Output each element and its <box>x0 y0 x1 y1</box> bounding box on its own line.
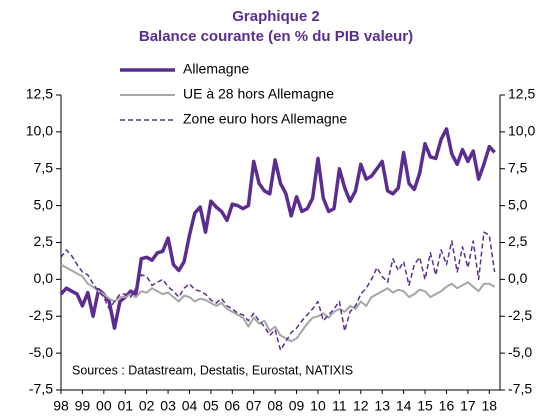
legend-label: Zone euro hors Allemagne <box>183 111 347 127</box>
legend-label: UE à 28 hors Allemagne <box>183 86 334 102</box>
x-tick-label: 10 <box>310 398 326 414</box>
x-tick-label: 13 <box>374 398 390 414</box>
x-tick-label: 15 <box>417 398 433 414</box>
x-tick-label: 11 <box>332 398 347 414</box>
y2-tick-label: 0,0 <box>508 270 528 286</box>
y2-tick-label: 10,0 <box>508 123 535 139</box>
y-tick-label: -2,5 <box>29 307 53 323</box>
y2-tick-label: 7,5 <box>508 159 528 175</box>
y-tick-label: 0,0 <box>34 270 54 286</box>
source-note: Sources : Datastream, Destatis, Eurostat… <box>72 363 353 377</box>
series-line <box>59 127 496 330</box>
y-tick-label: 7,5 <box>34 159 54 175</box>
y-tick-label: -7,5 <box>29 381 53 397</box>
y2-tick-label: 12,5 <box>508 86 535 102</box>
x-tick-label: 08 <box>267 398 283 414</box>
y-tick-label: 10,0 <box>26 123 53 139</box>
chart-title: Graphique 2 <box>232 8 320 25</box>
y-tick-label: 12,5 <box>26 86 53 102</box>
series-line <box>60 263 496 343</box>
x-tick-label: 18 <box>482 398 498 414</box>
y-tick-label: 5,0 <box>34 196 54 212</box>
y2-tick-label: -5,0 <box>508 344 532 360</box>
x-tick-label: 02 <box>139 398 155 414</box>
x-tick-label: 05 <box>203 398 219 414</box>
x-tick-label: 14 <box>396 398 412 414</box>
y-tick-label: -5,0 <box>29 344 53 360</box>
x-tick-label: 07 <box>246 398 262 414</box>
x-tick-label: 99 <box>75 398 91 414</box>
chart-subtitle: Balance courante (en % du PIB valeur) <box>139 28 413 45</box>
y-tick-label: 2,5 <box>34 233 54 249</box>
x-tick-label: 12 <box>353 398 369 414</box>
y2-tick-label: -7,5 <box>508 381 532 397</box>
x-tick-label: 00 <box>96 398 112 414</box>
series-line <box>60 231 496 351</box>
x-tick-label: 17 <box>460 398 476 414</box>
x-tick-label: 04 <box>182 398 198 414</box>
x-tick-label: 06 <box>225 398 241 414</box>
y2-tick-label: 5,0 <box>508 196 528 212</box>
x-tick-label: 03 <box>160 398 176 414</box>
x-tick-label: 16 <box>439 398 455 414</box>
legend-label: Allemagne <box>183 61 249 77</box>
x-tick-label: 01 <box>117 398 133 414</box>
x-tick-label: 09 <box>289 398 305 414</box>
x-tick-label: 98 <box>53 398 69 414</box>
y2-tick-label: -2,5 <box>508 307 532 323</box>
y2-tick-label: 2,5 <box>508 233 528 249</box>
